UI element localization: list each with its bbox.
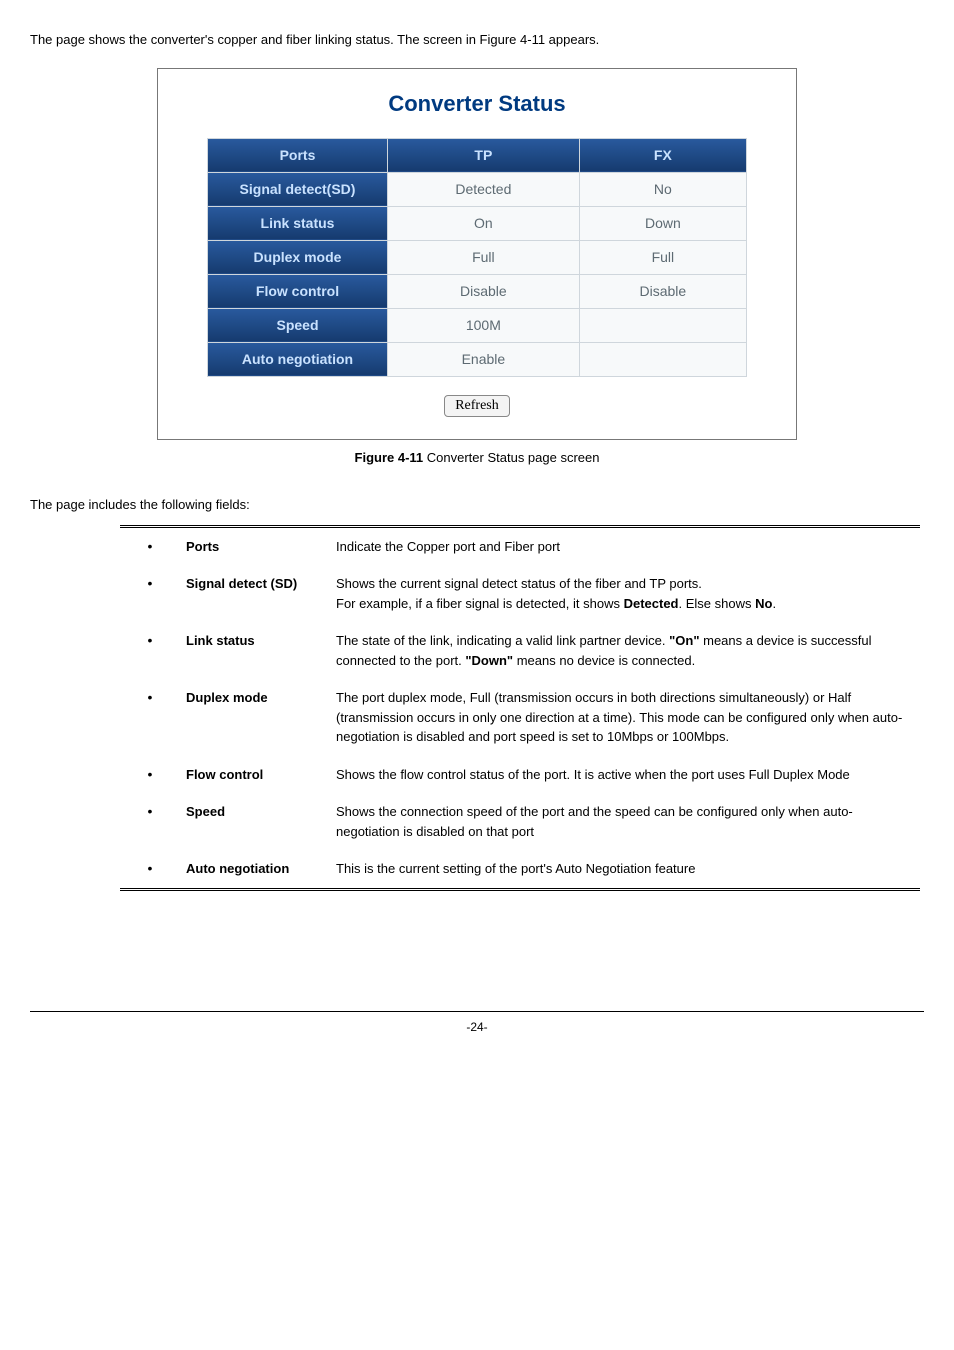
- fields-description-table: •PortsIndicate the Copper port and Fiber…: [120, 525, 920, 891]
- field-description: Indicate the Copper port and Fiber port: [330, 528, 920, 566]
- row-tp: Enable: [388, 342, 580, 376]
- table-row: Signal detect(SD) Detected No: [208, 172, 747, 206]
- bullet-icon: •: [120, 679, 180, 756]
- field-label: Ports: [180, 528, 330, 566]
- row-tp: Disable: [388, 274, 580, 308]
- bullet-icon: •: [120, 622, 180, 679]
- row-fx: Full: [579, 240, 746, 274]
- field-description: This is the current setting of the port'…: [330, 850, 920, 889]
- bullet-icon: •: [120, 565, 180, 622]
- field-row: •Duplex modeThe port duplex mode, Full (…: [120, 679, 920, 756]
- field-row: •Signal detect (SD)Shows the current sig…: [120, 565, 920, 622]
- field-description: The state of the link, indicating a vali…: [330, 622, 920, 679]
- row-fx: Down: [579, 206, 746, 240]
- field-row: •Flow controlShows the flow control stat…: [120, 756, 920, 794]
- caption-prefix: Figure 4-11: [355, 450, 424, 465]
- row-fx: Disable: [579, 274, 746, 308]
- converter-status-table: Ports TP FX Signal detect(SD) Detected N…: [207, 138, 747, 377]
- bullet-icon: •: [120, 528, 180, 566]
- field-description: Shows the flow control status of the por…: [330, 756, 920, 794]
- th-fx: FX: [579, 138, 746, 172]
- row-label: Flow control: [208, 274, 388, 308]
- field-description: The port duplex mode, Full (transmission…: [330, 679, 920, 756]
- field-label: Flow control: [180, 756, 330, 794]
- row-label: Signal detect(SD): [208, 172, 388, 206]
- row-label: Duplex mode: [208, 240, 388, 274]
- row-fx: [579, 342, 746, 376]
- table-row: Auto negotiation Enable: [208, 342, 747, 376]
- figure-caption: Figure 4-11 Converter Status page screen: [30, 448, 924, 468]
- field-label: Speed: [180, 793, 330, 850]
- bullet-icon: •: [120, 756, 180, 794]
- row-label: Speed: [208, 308, 388, 342]
- fields-intro: The page includes the following fields:: [30, 495, 924, 515]
- page-number: -24-: [30, 1018, 924, 1036]
- field-description: Shows the current signal detect status o…: [330, 565, 920, 622]
- refresh-button[interactable]: Refresh: [444, 395, 510, 417]
- field-description: Shows the connection speed of the port a…: [330, 793, 920, 850]
- bullet-icon: •: [120, 793, 180, 850]
- row-tp: 100M: [388, 308, 580, 342]
- field-row: •PortsIndicate the Copper port and Fiber…: [120, 528, 920, 566]
- field-label: Auto negotiation: [180, 850, 330, 889]
- field-label: Signal detect (SD): [180, 565, 330, 622]
- field-label: Link status: [180, 622, 330, 679]
- table-row: Link status On Down: [208, 206, 747, 240]
- table-row: Speed 100M: [208, 308, 747, 342]
- table-row: Flow control Disable Disable: [208, 274, 747, 308]
- footer-divider: [30, 1011, 924, 1012]
- converter-status-screenshot: Converter Status Ports TP FX Signal dete…: [157, 68, 797, 440]
- row-fx: [579, 308, 746, 342]
- th-tp: TP: [388, 138, 580, 172]
- caption-text: Converter Status page screen: [423, 450, 599, 465]
- row-label: Auto negotiation: [208, 342, 388, 376]
- row-tp: Detected: [388, 172, 580, 206]
- field-row: •Auto negotiationThis is the current set…: [120, 850, 920, 889]
- field-label: Duplex mode: [180, 679, 330, 756]
- table-row: Duplex mode Full Full: [208, 240, 747, 274]
- row-fx: No: [579, 172, 746, 206]
- field-row: •SpeedShows the connection speed of the …: [120, 793, 920, 850]
- screenshot-title: Converter Status: [188, 87, 766, 120]
- bullet-icon: •: [120, 850, 180, 889]
- row-label: Link status: [208, 206, 388, 240]
- field-row: •Link statusThe state of the link, indic…: [120, 622, 920, 679]
- th-ports: Ports: [208, 138, 388, 172]
- row-tp: Full: [388, 240, 580, 274]
- intro-text: The page shows the converter's copper an…: [30, 30, 924, 50]
- row-tp: On: [388, 206, 580, 240]
